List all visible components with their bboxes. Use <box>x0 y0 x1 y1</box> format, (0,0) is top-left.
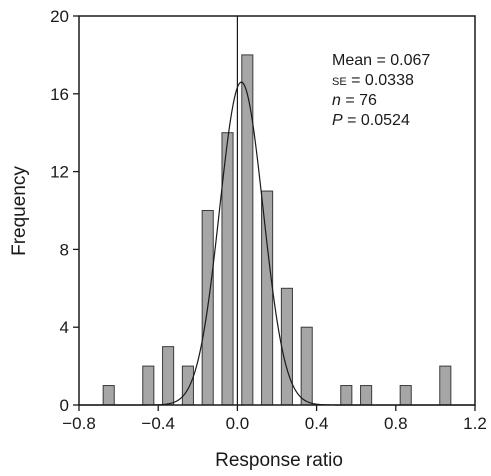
stat-mean: Mean = 0.067 <box>332 52 430 69</box>
histogram-bar <box>142 365 155 406</box>
plot-frame <box>78 15 476 406</box>
x-axis-label: Response ratio <box>215 450 343 471</box>
normal-fit-curve <box>79 81 475 406</box>
histogram-bar <box>340 385 353 406</box>
stat-p: P = 0.0524 <box>332 112 410 129</box>
y-tick-label: 16 <box>50 85 69 104</box>
y-tick-label: 4 <box>60 318 69 337</box>
x-tick-label: 0.8 <box>384 414 408 433</box>
histogram-bar <box>300 326 313 406</box>
x-tick-label: 1.2 <box>463 414 487 433</box>
bars-group <box>102 54 452 406</box>
histogram-bar <box>439 365 452 406</box>
x-tick-label: −0.8 <box>62 414 96 433</box>
stat-n: n = 76 <box>332 92 377 109</box>
y-tick-label: 0 <box>60 396 69 415</box>
y-axis-label: Frequency <box>9 166 30 256</box>
histogram-bar <box>360 385 373 406</box>
x-tick-label: 0.4 <box>305 414 329 433</box>
y-tick-label: 12 <box>50 163 69 182</box>
x-tick-label: −0.4 <box>141 414 175 433</box>
histogram-bar <box>261 190 274 406</box>
y-axis-ticks: 0 4 8 12 16 20 <box>50 7 79 415</box>
histogram-bar <box>280 287 293 406</box>
x-axis-ticks: −0.8 −0.4 0.0 0.4 0.8 1.2 <box>62 405 487 433</box>
statistics-annotation: Mean = 0.067 SE = 0.0338 n = 76 P = 0.05… <box>332 52 430 129</box>
histogram-bar <box>241 54 254 406</box>
histogram-bar <box>181 365 194 406</box>
stat-se: SE = 0.0338 <box>332 72 414 89</box>
y-tick-label: 20 <box>50 7 69 26</box>
histogram-bar <box>102 385 115 406</box>
histogram-bar <box>399 385 412 406</box>
x-tick-label: 0.0 <box>226 414 250 433</box>
y-tick-label: 8 <box>60 240 69 259</box>
histogram-bar <box>162 346 175 406</box>
